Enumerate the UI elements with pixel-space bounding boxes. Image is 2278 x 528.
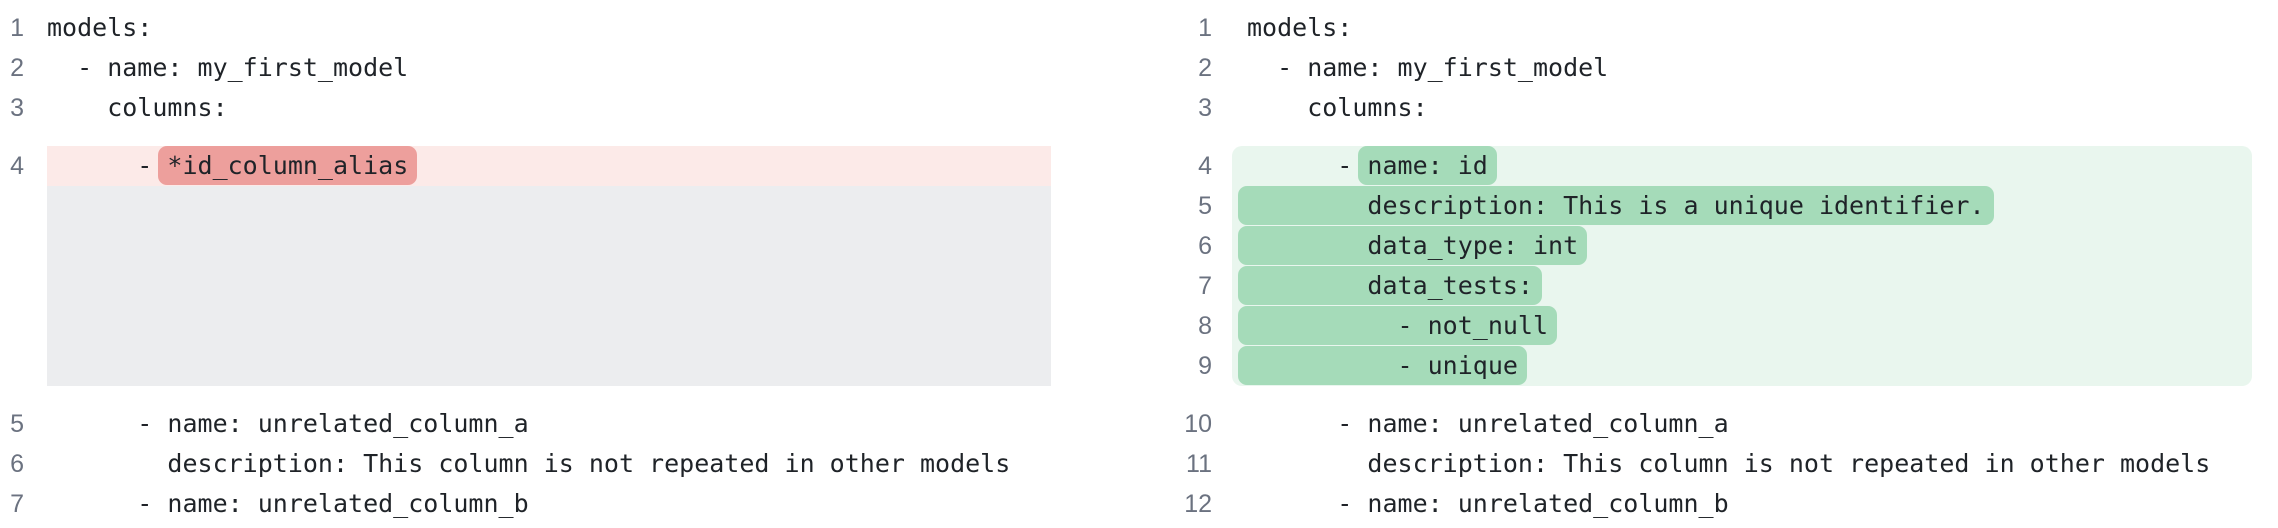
added-code-line: description: This is a unique identifier… xyxy=(1238,186,2237,226)
code-text: models: xyxy=(1247,13,1353,42)
context-chunk-bottom: 10 11 12 - name: unrelated_column_a desc… xyxy=(1160,404,2252,524)
line-number: 6 xyxy=(10,450,24,478)
line-number: 7 xyxy=(10,490,24,518)
added-code-line: data_type: int xyxy=(1238,226,2237,266)
code-text: - xyxy=(47,151,168,180)
added-code-line: - unique xyxy=(1238,346,2237,386)
code-line: description: This column is not repeated… xyxy=(1247,444,2237,484)
line-number-gutter: 4 5 6 7 8 9 xyxy=(1160,146,1212,386)
line-number: 6 xyxy=(1198,232,1212,260)
added-token-highlight: - not_null xyxy=(1238,306,1558,345)
removed-block: - *id_column_alias xyxy=(32,146,1066,386)
code-text: - name: unrelated_column_a xyxy=(1247,409,1729,438)
added-code-line: - name: id xyxy=(1247,146,2237,186)
added-token-highlight: data_tests: xyxy=(1238,266,1542,305)
line-number: 9 xyxy=(1198,352,1212,380)
code-line: models: xyxy=(47,8,1051,48)
line-number: 2 xyxy=(10,54,24,82)
code-text: - name: my_first_model xyxy=(1247,53,1609,82)
code-column: models: - name: my_first_model columns: xyxy=(1232,8,2252,128)
code-column: - name: unrelated_column_a description: … xyxy=(32,404,1066,524)
line-number: 11 xyxy=(1186,450,1212,478)
line-number-gutter: 4 xyxy=(8,146,24,386)
line-number-gutter: 5 6 7 xyxy=(8,404,24,524)
context-chunk-top: 1 2 3 models: - name: my_first_model col… xyxy=(1160,8,2252,128)
added-code-line: data_tests: xyxy=(1238,266,2237,306)
code-text: - xyxy=(1247,151,1368,180)
diff-pane-before: 1 2 3 models: - name: my_first_model col… xyxy=(8,8,1066,524)
line-number: 12 xyxy=(1184,490,1212,518)
line-number: 1 xyxy=(1198,14,1212,42)
code-text: - name: my_first_model xyxy=(47,53,409,82)
code-line: - name: unrelated_column_a xyxy=(1247,404,2237,444)
removed-token-highlight: *id_column_alias xyxy=(158,146,418,185)
context-chunk-top: 1 2 3 models: - name: my_first_model col… xyxy=(8,8,1066,128)
code-line: - name: my_first_model xyxy=(1247,48,2237,88)
line-number: 4 xyxy=(10,152,24,180)
line-number-gutter: 1 2 3 xyxy=(1160,8,1212,128)
code-line: columns: xyxy=(47,88,1051,128)
code-line: description: This column is not repeated… xyxy=(47,444,1051,484)
added-token-highlight: data_type: int xyxy=(1238,226,1588,265)
code-column: - name: unrelated_column_a description: … xyxy=(1232,404,2252,524)
line-number: 5 xyxy=(10,410,24,438)
code-text: description: This column is not repeated… xyxy=(47,449,1011,478)
code-line: models: xyxy=(1247,8,2237,48)
code-text: - name: unrelated_column_b xyxy=(1247,489,1729,518)
code-column: models: - name: my_first_model columns: xyxy=(32,8,1066,128)
line-number: 4 xyxy=(1198,152,1212,180)
removed-chunk: 4 - *id_column_alias xyxy=(8,146,1066,386)
added-code-line: - not_null xyxy=(1238,306,2237,346)
code-text: description: This column is not repeated… xyxy=(1247,449,2211,478)
code-text: - name: unrelated_column_b xyxy=(47,489,529,518)
added-block: - name: id description: This is a unique… xyxy=(1232,146,2252,386)
code-text: columns: xyxy=(47,93,228,122)
context-chunk-bottom: 5 6 7 - name: unrelated_column_a descrip… xyxy=(8,404,1066,524)
line-number: 2 xyxy=(1198,54,1212,82)
code-line: - name: unrelated_column_a xyxy=(47,404,1051,444)
line-number: 10 xyxy=(1184,410,1212,438)
code-text: - name: unrelated_column_a xyxy=(47,409,529,438)
added-token-highlight: description: This is a unique identifier… xyxy=(1238,186,1994,225)
removed-code-line: - *id_column_alias xyxy=(47,146,1051,186)
alignment-spacer xyxy=(47,186,1051,386)
code-line: - name: unrelated_column_b xyxy=(47,484,1051,524)
added-token-highlight: - unique xyxy=(1238,346,1527,385)
line-number: 8 xyxy=(1198,312,1212,340)
line-number: 7 xyxy=(1198,272,1212,300)
line-number: 3 xyxy=(10,94,24,122)
line-number-gutter: 10 11 12 xyxy=(1160,404,1212,524)
code-line: columns: xyxy=(1247,88,2237,128)
line-number: 5 xyxy=(1198,192,1212,220)
code-text: columns: xyxy=(1247,93,1428,122)
added-chunk: 4 5 6 7 8 9 - name: id description: This… xyxy=(1160,146,2252,386)
line-number: 3 xyxy=(1198,94,1212,122)
line-number: 1 xyxy=(10,14,24,42)
diff-pane-after: 1 2 3 models: - name: my_first_model col… xyxy=(1160,8,2252,524)
added-token-highlight: name: id xyxy=(1358,146,1497,185)
line-number-gutter: 1 2 3 xyxy=(8,8,24,128)
code-line: - name: my_first_model xyxy=(47,48,1051,88)
code-line: - name: unrelated_column_b xyxy=(1247,484,2237,524)
code-text: models: xyxy=(47,13,153,42)
